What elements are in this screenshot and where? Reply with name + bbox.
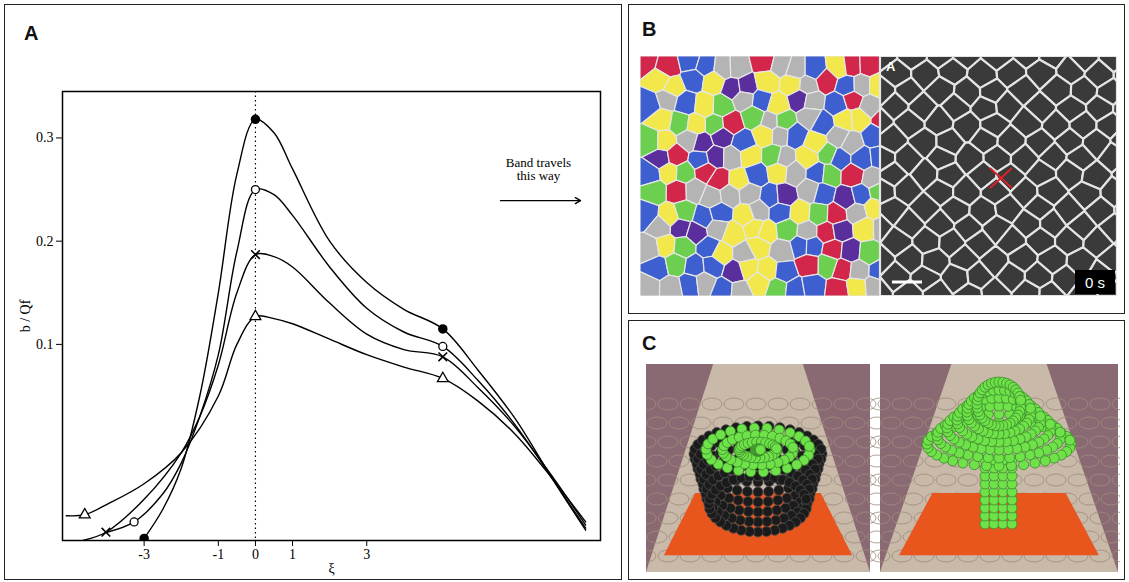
svg-text:0.2: 0.2 [36,234,54,249]
html-text:C: C [642,332,657,354]
svg-text:A: A [886,59,896,74]
svg-text:0: 0 [252,547,259,562]
html-text:B: B [642,18,657,40]
svg-text:ξ: ξ [328,561,334,576]
html-text:A: A [24,22,39,44]
svg-text:1: 1 [289,547,296,562]
svg-text:Band travelsthis way: Band travelsthis way [506,155,571,183]
svg-text:-3: -3 [138,547,150,562]
svg-text:b / Qf: b / Qf [18,299,33,332]
svg-text:0.1: 0.1 [36,337,54,352]
svg-text:0 s: 0 s [1085,274,1105,291]
svg-text:3: 3 [363,547,370,562]
svg-text:0.3: 0.3 [36,130,54,145]
svg-text:-1: -1 [212,547,224,562]
